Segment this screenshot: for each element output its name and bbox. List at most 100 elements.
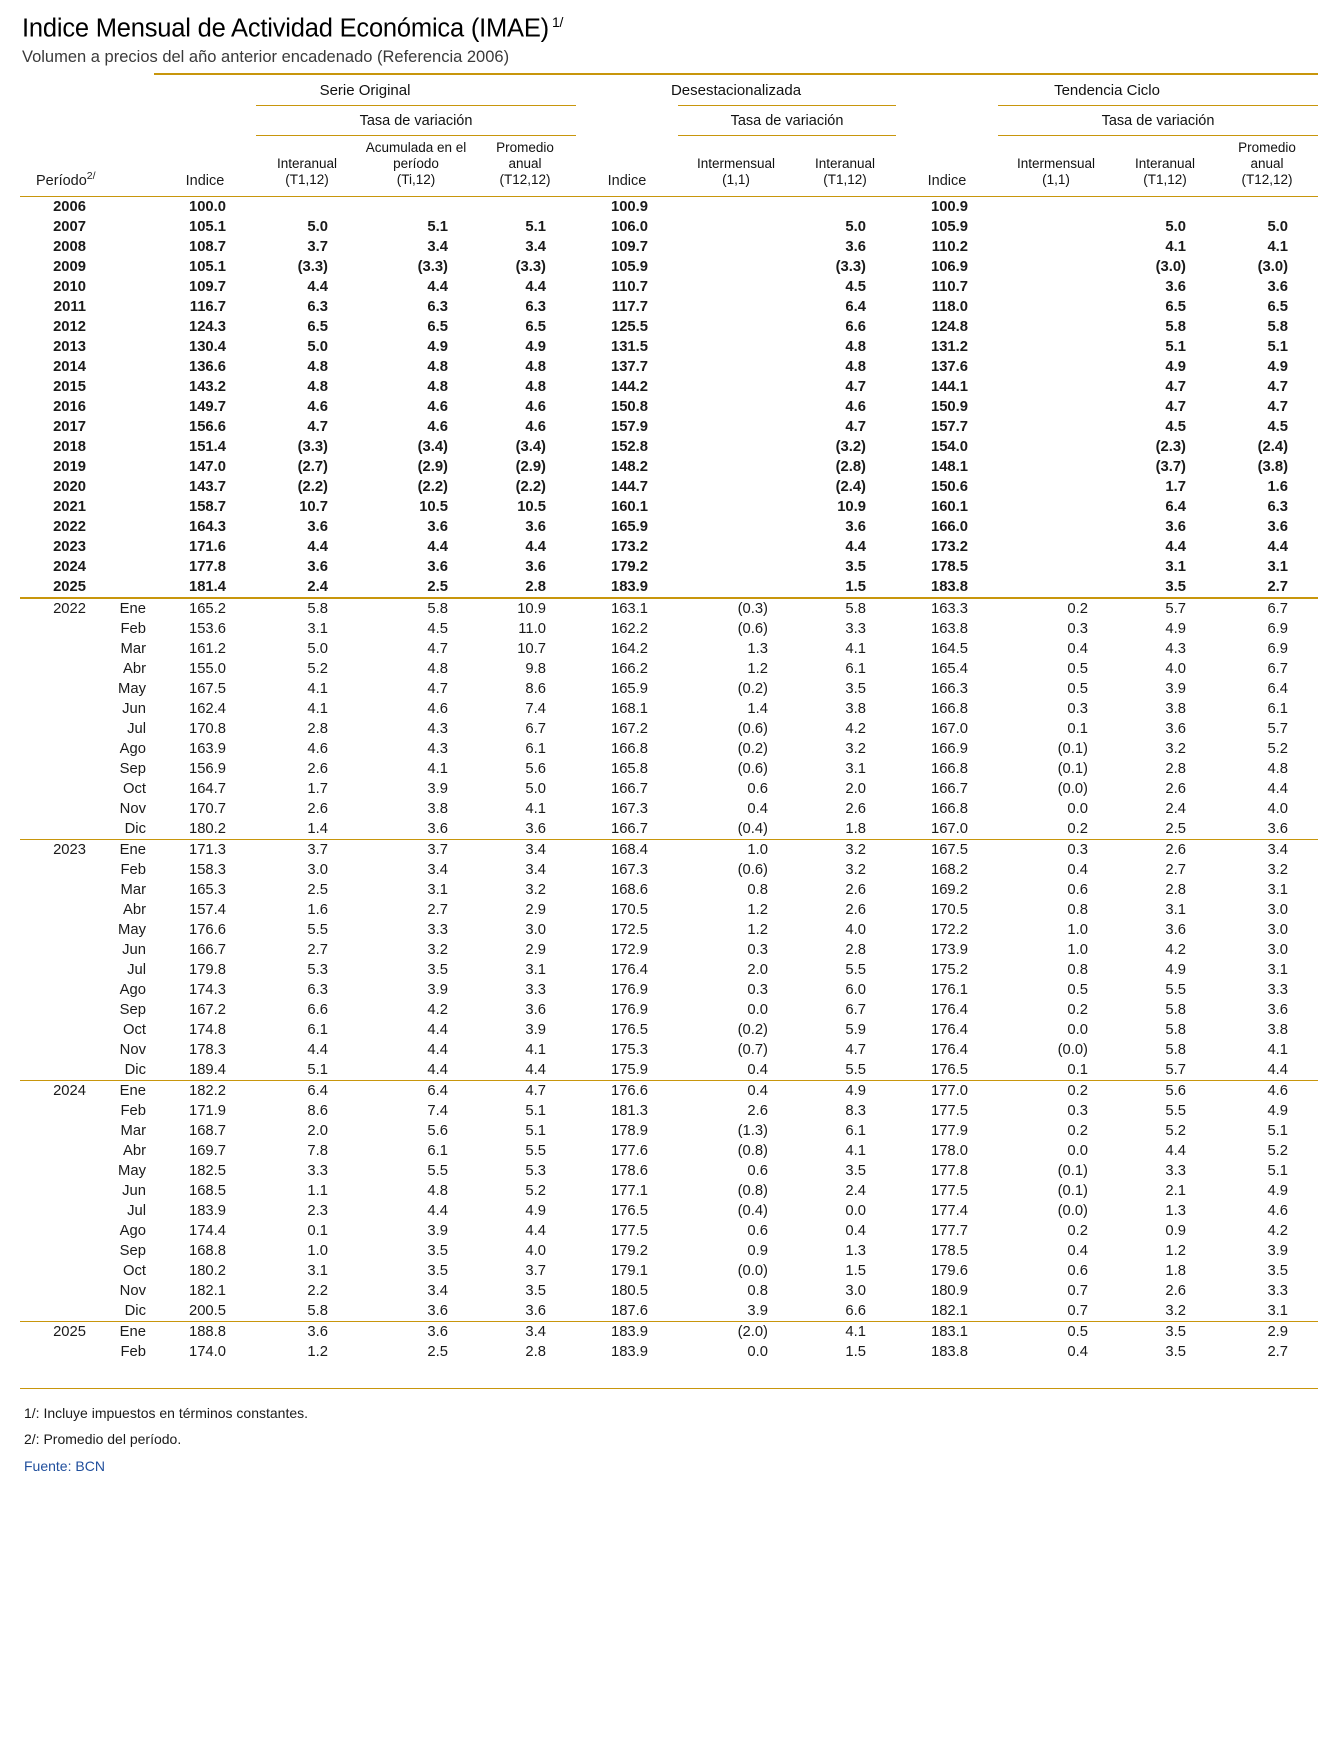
cell-d_ia: 1.5: [845, 1343, 866, 1360]
cell-d_ia: 4.0: [845, 921, 866, 938]
cell-o_idx: 174.3: [188, 981, 226, 998]
cell-t_idx: 150.6: [930, 478, 968, 495]
row-month: Ago: [119, 740, 146, 757]
cell-d_im: [678, 217, 794, 237]
header-desest-indice: Indice: [607, 172, 647, 189]
cell-t_pa: 5.1: [1267, 1122, 1289, 1139]
cell-o_ac: 3.6: [427, 1302, 448, 1319]
table-row: 2016 149.7 4.6 4.6 4.6 150.8 4.6 150.9 4.7 4.7: [20, 397, 1318, 417]
cell-o_ac: 3.6: [427, 820, 448, 837]
cell-t_idx: 177.9: [930, 1122, 968, 1139]
cell-t_idx: 179.6: [930, 1262, 968, 1279]
row-month: Ene: [92, 596, 154, 619]
cell-o_ac: 5.6: [427, 1122, 448, 1139]
row-year: 2017: [53, 418, 86, 435]
row-year: [20, 880, 92, 900]
cell-o_ia: 6.1: [307, 1021, 328, 1038]
cell-d_idx: 109.7: [610, 238, 648, 255]
cell-d_idx: 176.6: [576, 1079, 678, 1101]
table-row: May 176.6 5.5 3.3 3.0 172.5 1.2 4.0 172.2 1.0 3.6 3…: [20, 920, 1318, 940]
footnote-2: 2/: Promedio del período.: [24, 1431, 182, 1448]
cell-d_im: (0.7): [737, 1041, 768, 1058]
cell-d_im: [678, 317, 794, 337]
cell-d_im: [678, 477, 794, 497]
cell-t_idx: 178.5: [930, 1242, 968, 1259]
cell-o_pa: 2.9: [525, 901, 546, 918]
cell-t_idx: 176.4: [930, 1021, 968, 1038]
row-month: Oct: [122, 1262, 146, 1279]
cell-t_ia: 5.8: [1165, 1041, 1186, 1058]
cell-t_pa: 5.2: [1267, 1142, 1289, 1159]
cell-t_pa: 6.1: [1267, 700, 1289, 717]
cell-d_ia: 3.5: [845, 1162, 866, 1179]
row-month: [92, 195, 154, 217]
row-month: Sep: [119, 1001, 146, 1018]
table-row: Sep 156.9 2.6 4.1 5.6 165.8 (0.6) 3.1 166.8 (0.1)…: [20, 759, 1318, 779]
cell-o_pa: 3.9: [525, 1021, 546, 1038]
footnotes: 1/: Incluye impuestos en términos consta…: [24, 1401, 1298, 1479]
cell-d_im: 1.3: [747, 640, 768, 657]
row-year: 2023: [53, 538, 86, 555]
page-title-text: Indice Mensual de Actividad Económica (I…: [22, 14, 549, 43]
table-row: Dic 200.5 5.8 3.6 3.6 187.6 3.9 6.6 182.1 0.7 3.2 3…: [20, 1301, 1318, 1322]
cell-d_im: (2.0): [678, 1320, 794, 1342]
cell-t_pa: (2.4): [1257, 438, 1289, 455]
table-row: 2008 108.7 3.7 3.4 3.4 109.7 3.6 110.2 4.1 4.1: [20, 237, 1318, 257]
cell-t_pa: 3.2: [1267, 861, 1289, 878]
row-year: 2022: [53, 518, 86, 535]
row-month: [92, 457, 154, 477]
cell-o_ia: 6.3: [307, 981, 328, 998]
cell-o_ac: 2.5: [427, 578, 448, 595]
cell-d_ia: 4.9: [794, 1079, 896, 1101]
cell-t_im: (0.1): [1057, 1182, 1088, 1199]
cell-d_ia: (3.2): [835, 438, 866, 455]
cell-o_ac: 4.4: [427, 538, 448, 555]
cell-t_im: 0.8: [1067, 961, 1088, 978]
cell-o_idx: 189.4: [188, 1061, 226, 1078]
cell-t_im: [998, 477, 1114, 497]
row-month: [92, 297, 154, 317]
cell-o_idx: 178.3: [188, 1041, 226, 1058]
cell-t_idx: 154.0: [930, 438, 968, 455]
cell-o_pa: 10.9: [474, 596, 576, 619]
cell-t_idx: 165.4: [930, 660, 968, 677]
cell-t_ia: 3.6: [1165, 518, 1186, 535]
row-month: May: [118, 921, 146, 938]
cell-d_ia: 5.0: [845, 218, 866, 235]
cell-o_ac: 4.8: [427, 1182, 448, 1199]
cell-o_pa: 3.6: [525, 1001, 546, 1018]
cell-o_pa: 5.1: [525, 1122, 546, 1139]
cell-t_idx: 166.0: [930, 518, 968, 535]
cell-d_im: 1.2: [747, 921, 768, 938]
cell-d_ia: 4.7: [845, 1041, 866, 1058]
row-month: Mar: [120, 881, 146, 898]
cell-t_im: [998, 257, 1114, 277]
cell-o_pa: 4.0: [525, 1242, 546, 1259]
cell-d_ia: 4.1: [845, 1142, 866, 1159]
row-year: 2025: [20, 1320, 92, 1342]
cell-o_ia: 1.7: [307, 780, 328, 797]
cell-t_im: (0.0): [1057, 1041, 1088, 1058]
cell-d_idx: 166.8: [610, 740, 648, 757]
cell-o_idx: 153.6: [188, 620, 226, 637]
cell-d_ia: 5.5: [845, 961, 866, 978]
cell-d_ia: 3.2: [845, 861, 866, 878]
row-year: 2012: [53, 318, 86, 335]
cell-d_idx: 180.5: [610, 1282, 648, 1299]
header-original-acumulada: Acumulada en el período (Ti,12): [358, 134, 474, 197]
cell-t_pa: 4.6: [1267, 1202, 1289, 1219]
cell-t_ia: 5.6: [1114, 1079, 1216, 1101]
cell-o_ac: 4.7: [427, 680, 448, 697]
cell-t_ia: 3.9: [1165, 680, 1186, 697]
cell-t_pa: 3.8: [1267, 1021, 1289, 1038]
cell-d_ia: 1.8: [845, 820, 866, 837]
cell-t_pa: 5.8: [1267, 318, 1289, 335]
cell-d_im: [678, 537, 794, 557]
cell-t_im: [998, 557, 1114, 577]
row-year: 2006: [20, 195, 92, 217]
cell-d_idx: 167.3: [610, 800, 648, 817]
table-row: Feb 158.3 3.0 3.4 3.4 167.3 (0.6) 3.2 168.2 0.4 2.…: [20, 860, 1318, 880]
row-month: Ago: [119, 1222, 146, 1239]
cell-d_ia: 4.6: [845, 398, 866, 415]
cell-t_idx: 105.9: [930, 218, 968, 235]
